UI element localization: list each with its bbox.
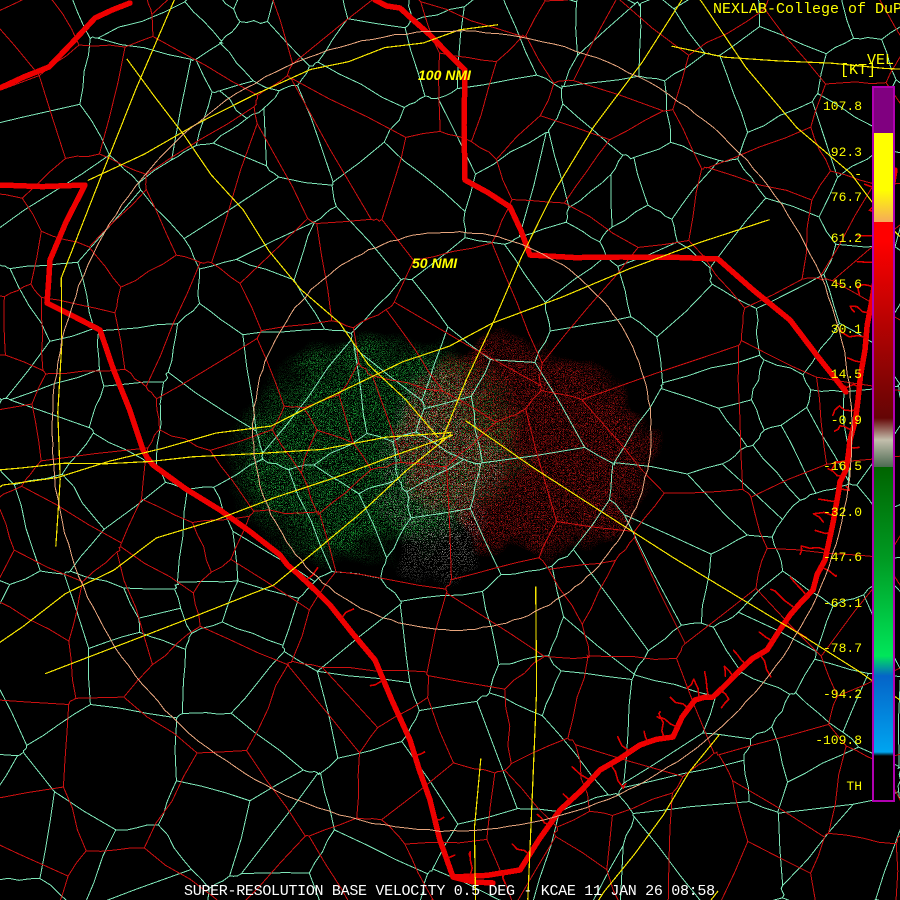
svg-text:-78.7: -78.7 <box>823 641 862 656</box>
svg-text:30.1: 30.1 <box>831 322 862 337</box>
svg-text:-94.2: -94.2 <box>823 687 862 702</box>
svg-text:45.6: 45.6 <box>831 277 862 292</box>
svg-text:-32.0: -32.0 <box>823 505 862 520</box>
svg-text:NEXLAB-College of DuPage R.: NEXLAB-College of DuPage R. <box>713 1 900 18</box>
svg-text:-0.9: -0.9 <box>831 413 862 428</box>
svg-text:50 NMI: 50 NMI <box>412 255 458 271</box>
svg-text:76.7: 76.7 <box>831 190 862 205</box>
svg-text:-16.5: -16.5 <box>823 459 862 474</box>
svg-text:100 NMI: 100 NMI <box>418 67 472 83</box>
svg-text:SUPER-RESOLUTION BASE VELOCITY: SUPER-RESOLUTION BASE VELOCITY 0.5 DEG -… <box>184 883 715 900</box>
svg-text:61.2: 61.2 <box>831 231 862 246</box>
svg-text:107.8: 107.8 <box>823 99 862 114</box>
svg-text:-: - <box>854 167 862 182</box>
svg-text:-47.6: -47.6 <box>823 550 862 565</box>
svg-text:-63.1: -63.1 <box>823 596 862 611</box>
svg-text:92.3: 92.3 <box>831 145 862 160</box>
svg-text:14.5: 14.5 <box>831 367 862 382</box>
svg-text:[KT]: [KT] <box>840 62 876 79</box>
svg-text:-109.8: -109.8 <box>815 733 862 748</box>
svg-text:TH: TH <box>846 779 862 794</box>
